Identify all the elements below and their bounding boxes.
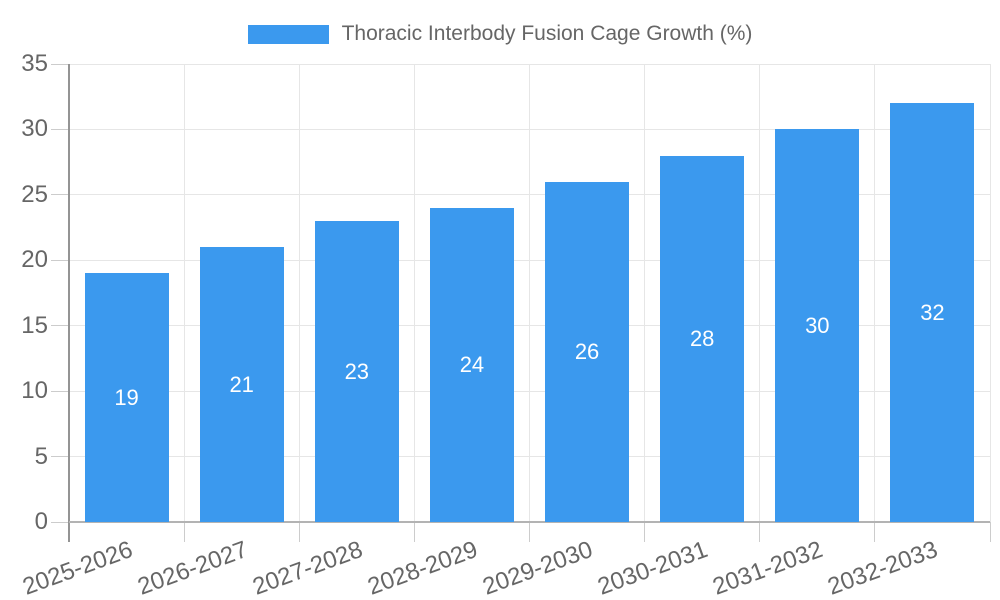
x-axis-line (69, 521, 990, 523)
legend-label: Thoracic Interbody Fusion Cage Growth (%… (341, 22, 753, 45)
y-tick-mark (51, 194, 69, 196)
y-tick-mark (51, 456, 69, 458)
chart-legend[interactable]: Thoracic Interbody Fusion Cage Growth (%… (0, 21, 1000, 47)
y-axis-tick-label: 0 (34, 508, 48, 535)
bar-value-label: 23 (344, 358, 370, 384)
bar-value-label: 28 (689, 325, 715, 351)
bar[interactable] (314, 221, 399, 522)
bar-value-label: 21 (229, 371, 254, 397)
y-axis-tick-label: 30 (21, 115, 48, 143)
bar-value-label: 26 (574, 338, 600, 364)
x-tick-mark (413, 522, 415, 542)
bar-value-label: 19 (114, 384, 139, 410)
bar[interactable] (429, 207, 514, 522)
bar[interactable] (545, 181, 630, 522)
y-axis-tick-label: 25 (21, 180, 48, 208)
y-axis-tick-label: 15 (21, 311, 48, 339)
y-tick-mark (51, 325, 69, 327)
y-tick-mark (51, 521, 69, 523)
y-axis-tick-label: 35 (21, 50, 48, 77)
x-gridline (413, 64, 415, 522)
y-axis-tick-label: 20 (21, 246, 48, 274)
x-gridline (989, 64, 991, 522)
bar-value-label: 30 (805, 312, 830, 338)
bar-value-label: 32 (920, 299, 945, 325)
y-tick-mark (51, 63, 69, 65)
x-gridline (759, 64, 761, 522)
x-tick-mark (874, 522, 876, 542)
x-tick-mark (183, 522, 185, 542)
x-tick-mark (989, 522, 991, 542)
x-gridline (644, 64, 646, 522)
x-tick-mark (298, 522, 300, 542)
bar[interactable] (775, 129, 860, 522)
x-gridline (529, 64, 530, 522)
y-tick-mark (51, 128, 69, 130)
bar[interactable] (199, 247, 284, 522)
bar[interactable] (660, 155, 745, 522)
x-tick-mark (529, 522, 530, 542)
x-gridline (874, 64, 876, 522)
bar[interactable] (890, 103, 975, 522)
bar[interactable] (84, 273, 169, 522)
y-axis-line (68, 64, 70, 542)
x-tick-mark (759, 522, 761, 542)
y-axis-tick-label: 10 (21, 377, 48, 405)
x-gridline (298, 64, 300, 522)
y-tick-mark (51, 390, 69, 392)
legend-swatch (247, 24, 329, 44)
bar-value-label: 24 (459, 351, 485, 377)
y-axis-tick-label: 5 (34, 442, 48, 470)
x-tick-mark (644, 522, 646, 542)
y-tick-mark (51, 259, 69, 261)
x-gridline (183, 64, 185, 522)
